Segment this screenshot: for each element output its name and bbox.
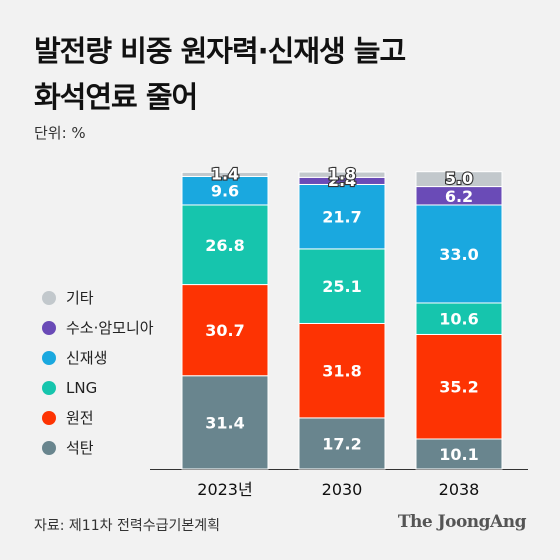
x-tick-label: 2038 — [439, 480, 480, 499]
bar-segment — [415, 438, 503, 470]
data-label: 21.7 — [322, 208, 361, 227]
legend-item: 기타 — [42, 286, 154, 309]
unit-label: 단위: % — [34, 124, 86, 142]
data-label: 5.0 — [445, 169, 473, 188]
data-label: 30.7 — [205, 321, 244, 340]
legend-swatch — [42, 380, 56, 395]
data-label: 25.1 — [322, 277, 361, 296]
legend-item: 신재생 — [42, 346, 154, 369]
bar-segment — [181, 171, 269, 177]
data-label: 26.8 — [205, 236, 244, 255]
bar-segment — [415, 204, 503, 304]
bar-segment — [181, 284, 269, 377]
data-label: 31.4 — [205, 413, 244, 432]
bar-segment — [181, 175, 269, 206]
brand-logo: The JoongAng — [397, 512, 527, 532]
legend-label: LNG — [66, 378, 98, 397]
data-label: 10.6 — [439, 310, 478, 329]
title-line-1: 발전량 비중 원자력·신재생 늘고 — [34, 34, 406, 68]
legend-swatch — [42, 410, 56, 425]
legend-item: 수소·암모니아 — [42, 316, 154, 339]
data-label: 31.8 — [322, 362, 361, 381]
legend-label: 기타 — [66, 289, 94, 307]
bar-segment — [298, 183, 386, 250]
data-label: 9.6 — [211, 182, 239, 201]
legend-item: 원전 — [42, 406, 154, 429]
data-label: 17.2 — [322, 434, 361, 453]
data-label: 10.1 — [439, 445, 478, 464]
legend-label: 신재생 — [66, 349, 108, 367]
bar-segment — [298, 417, 386, 470]
title-line-2: 화석연료 줄어 — [34, 80, 198, 114]
data-label: 35.2 — [439, 378, 478, 397]
data-label: 1.4 — [211, 164, 239, 183]
legend-label: 석탄 — [66, 439, 94, 457]
data-label: 33.0 — [439, 245, 478, 264]
legend-swatch — [42, 290, 56, 305]
bar-segment — [298, 322, 386, 419]
legend-swatch — [42, 350, 56, 365]
bar-segment — [181, 375, 269, 470]
x-tick-label: 2030 — [322, 480, 363, 499]
bar-segment — [181, 204, 269, 286]
chart-title: 발전량 비중 원자력·신재생 늘고 화석연료 줄어 — [34, 28, 406, 120]
legend-swatch — [42, 440, 56, 455]
legend-label: 원전 — [66, 409, 94, 427]
legend-item: LNG — [42, 376, 154, 399]
data-label: 6.2 — [445, 187, 473, 206]
legend-swatch — [42, 320, 56, 335]
legend-label: 수소·암모니아 — [66, 319, 154, 337]
data-label: 1.8 — [328, 165, 356, 184]
legend-item: 석탄 — [42, 436, 154, 459]
x-tick-label: 2023년 — [197, 480, 252, 499]
bar-segment — [415, 333, 503, 440]
bar-segment — [298, 171, 386, 178]
source-note: 자료: 제11차 전력수급기본계획 — [34, 518, 220, 534]
bar-segment — [415, 171, 503, 188]
